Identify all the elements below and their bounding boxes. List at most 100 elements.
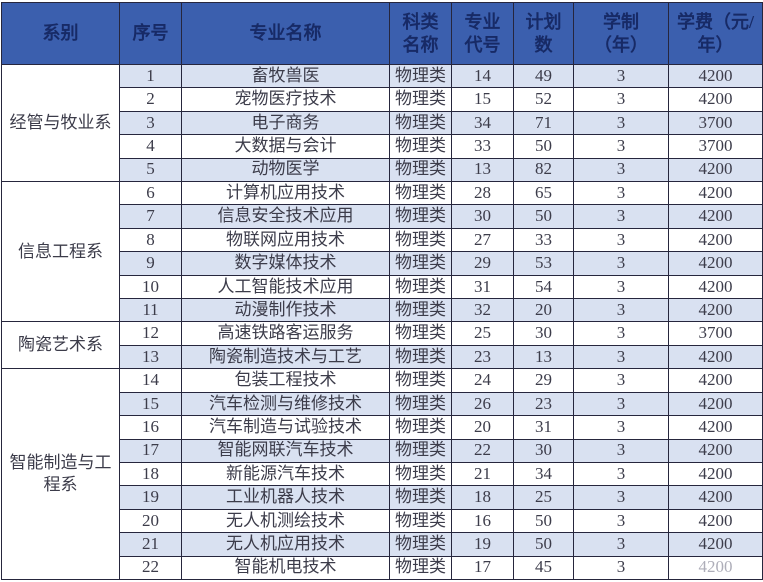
tuition-fee-cell: 4200 [668, 274, 763, 300]
department-cell: 陶瓷艺术系 [1, 321, 120, 370]
subject-category-cell: 物理类 [389, 227, 452, 253]
tuition-fee-cell: 4200 [668, 227, 763, 253]
major-code-cell: 19 [451, 532, 514, 557]
tuition-fee-cell: 4200 [668, 438, 763, 463]
duration-years-cell: 3 [573, 181, 669, 206]
major-code-cell: 23 [451, 344, 514, 370]
subject-category-cell: 物理类 [389, 555, 452, 581]
subject-category-cell: 物理类 [389, 274, 452, 300]
serial-number-cell: 10 [119, 274, 182, 300]
subject-category-cell: 物理类 [389, 134, 452, 159]
duration-years-cell: 3 [573, 204, 669, 229]
duration-years-cell: 3 [573, 134, 669, 159]
subject-category-cell: 物理类 [389, 87, 452, 112]
plan-count-cell: 34 [513, 461, 574, 487]
plan-count-cell: 82 [513, 157, 574, 183]
major-code-cell: 29 [451, 251, 514, 276]
header-department: 系别 [1, 2, 120, 65]
plan-count-cell: 33 [513, 227, 574, 253]
serial-number-cell: 5 [119, 157, 182, 183]
serial-number-cell: 6 [119, 181, 182, 206]
subject-category-cell: 物理类 [389, 508, 452, 534]
serial-number-cell: 19 [119, 485, 182, 510]
subject-category-cell: 物理类 [389, 251, 452, 276]
header-plan-count: 计划 数 [513, 2, 574, 65]
department-cell: 经管与牧业系 [1, 63, 120, 183]
major-code-cell: 20 [451, 415, 514, 440]
plan-count-cell: 23 [513, 391, 574, 417]
table-body: 经管与牧业系 1 畜牧兽医 物理类 14 49 3 4200 2 宠物医疗技术 物… [1, 63, 763, 581]
serial-number-cell: 16 [119, 415, 182, 440]
subject-category-cell: 物理类 [389, 63, 452, 89]
subject-category-cell: 物理类 [389, 415, 452, 440]
plan-count-cell: 53 [513, 251, 574, 276]
table-row: 22 智能机电技术 物理类 17 45 3 4200 [2, 555, 763, 581]
major-name-cell: 汽车制造与试验技术 [181, 415, 390, 440]
major-code-cell: 27 [451, 227, 514, 253]
major-name-cell: 数字媒体技术 [181, 251, 390, 276]
serial-number-cell: 20 [119, 508, 182, 534]
tuition-fee-cell: 4200 [668, 368, 763, 393]
plan-count-cell: 50 [513, 508, 574, 534]
major-name-cell: 智能机电技术 [181, 555, 390, 581]
table-row: 2 宠物医疗技术 物理类 15 52 3 4200 [2, 87, 763, 112]
major-name-cell: 高速铁路客运服务 [181, 321, 390, 346]
table-row: 3 电子商务 物理类 34 71 3 3700 [2, 110, 763, 136]
subject-category-cell: 物理类 [389, 110, 452, 136]
plan-count-cell: 20 [513, 298, 574, 323]
table-row: 7 信息安全技术应用 物理类 30 50 3 4200 [2, 204, 763, 229]
header-duration-years: 学制 （年） [573, 2, 669, 65]
subject-category-cell: 物理类 [389, 344, 452, 370]
header-major-name: 专业名称 [181, 2, 390, 65]
tuition-fee-cell: 4200 [668, 532, 763, 557]
major-name-cell: 信息安全技术应用 [181, 204, 390, 229]
tuition-fee-cell: 4200 [668, 461, 763, 487]
serial-number-cell: 13 [119, 344, 182, 370]
tuition-fee-cell: 4200 [668, 485, 763, 510]
header-subject-category: 科类 名称 [389, 2, 452, 65]
major-name-cell: 智能网联汽车技术 [181, 438, 390, 463]
serial-number-cell: 15 [119, 391, 182, 417]
serial-number-cell: 2 [119, 87, 182, 112]
major-name-cell: 动物医学 [181, 157, 390, 183]
serial-number-cell: 3 [119, 110, 182, 136]
major-name-cell: 电子商务 [181, 110, 390, 136]
tuition-fee-cell: 4200 [668, 251, 763, 276]
major-code-cell: 28 [451, 181, 514, 206]
major-name-cell: 工业机器人技术 [181, 485, 390, 510]
plan-count-cell: 31 [513, 415, 574, 440]
major-name-cell: 畜牧兽医 [181, 63, 390, 89]
duration-years-cell: 3 [573, 415, 669, 440]
tuition-fee-cell: 4200 [668, 157, 763, 183]
table-row: 17 智能网联汽车技术 物理类 22 30 3 4200 [2, 438, 763, 463]
subject-category-cell: 物理类 [389, 368, 452, 393]
plan-count-cell: 54 [513, 274, 574, 300]
plan-count-cell: 25 [513, 485, 574, 510]
major-name-cell: 陶瓷制造技术与工艺 [181, 344, 390, 370]
major-code-cell: 13 [451, 157, 514, 183]
serial-number-cell: 9 [119, 251, 182, 276]
plan-count-cell: 45 [513, 555, 574, 581]
serial-number-cell: 14 [119, 368, 182, 393]
tuition-fee-cell: 4200 [668, 415, 763, 440]
major-name-cell: 计算机应用技术 [181, 181, 390, 206]
major-code-cell: 16 [451, 508, 514, 534]
major-code-cell: 30 [451, 204, 514, 229]
table-row: 15 汽车检测与维修技术 物理类 26 23 3 4200 [2, 391, 763, 417]
duration-years-cell: 3 [573, 344, 669, 370]
header-tuition-fee: 学费（元/ 年） [668, 2, 763, 65]
major-code-cell: 22 [451, 438, 514, 463]
major-code-cell: 18 [451, 485, 514, 510]
tuition-fee-cell: 4200 [668, 87, 763, 112]
major-code-cell: 26 [451, 391, 514, 417]
major-name-cell: 汽车检测与维修技术 [181, 391, 390, 417]
duration-years-cell: 3 [573, 485, 669, 510]
plan-count-cell: 71 [513, 110, 574, 136]
tuition-fee-cell: 4200 [668, 181, 763, 206]
subject-category-cell: 物理类 [389, 321, 452, 346]
subject-category-cell: 物理类 [389, 532, 452, 557]
duration-years-cell: 3 [573, 461, 669, 487]
subject-category-cell: 物理类 [389, 298, 452, 323]
serial-number-cell: 4 [119, 134, 182, 159]
